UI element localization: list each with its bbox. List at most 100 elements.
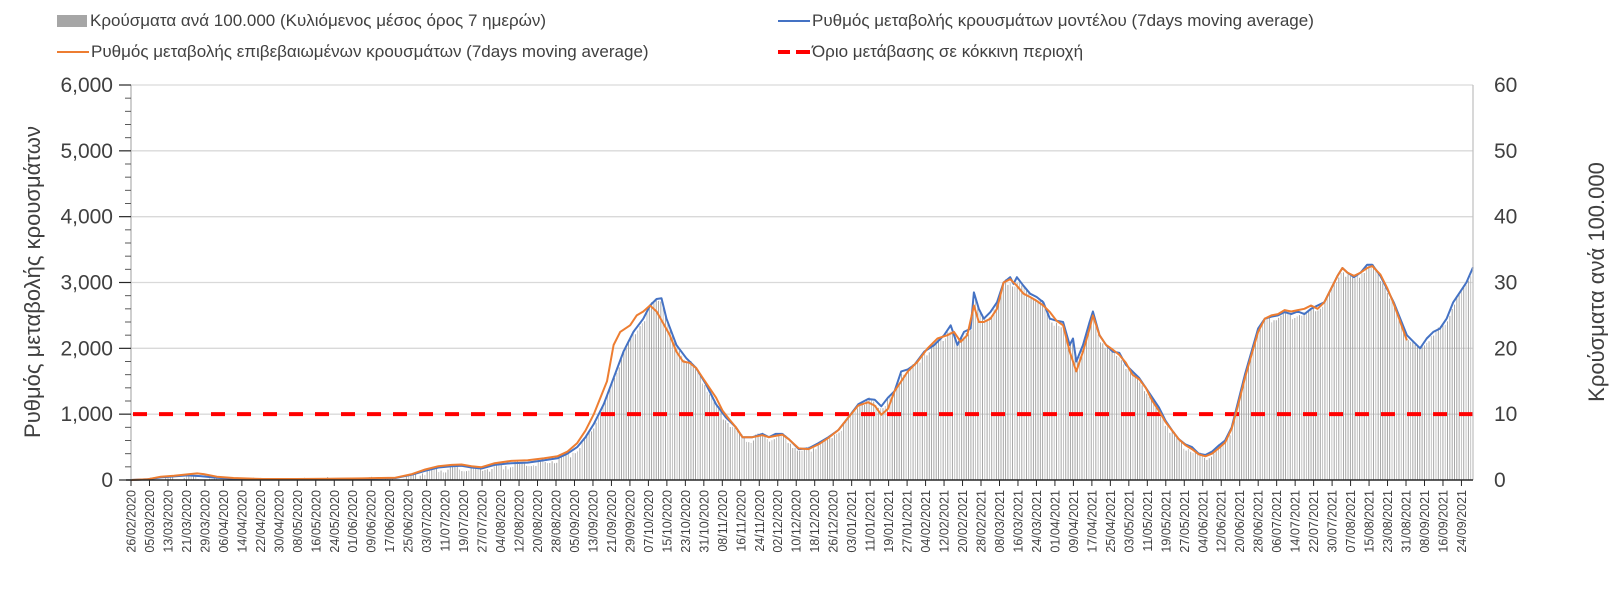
x-tick-label: 19/05/2021 [1159,490,1173,553]
x-tick-label: 31/10/2020 [697,490,711,553]
x-tick-label: 11/05/2021 [1141,490,1155,552]
y-tick-label-right: 10 [1494,403,1517,426]
legend-label-threshold: Όριο μετάβασης σε κόκκινη περιοχή [812,42,1084,61]
y-tick-label-right: 60 [1494,74,1517,97]
y-tick-label-left: 1,000 [60,403,113,426]
x-tick-label: 28/06/2021 [1252,490,1266,553]
x-tick-label: 17/04/2021 [1085,490,1099,553]
x-tick-label: 07/10/2020 [642,490,656,553]
x-tick-label: 02/12/2020 [771,490,785,553]
bars-cases-per-100k [146,263,1474,480]
x-tick-label: 20/06/2021 [1233,490,1247,553]
x-tick-label: 15/08/2021 [1363,490,1377,553]
x-tick-label: 29/09/2020 [623,490,637,553]
x-tick-label: 25/06/2020 [402,490,416,553]
x-tick-label: 24/09/2021 [1455,490,1469,553]
y-axis-left-ticks: 0 1,000 2,000 3,000 4,000 5,000 6,000 [60,74,131,492]
x-tick-label: 29/03/2020 [198,490,212,553]
legend-label-confirmed: Ρυθμός μεταβολής επιβεβαιωμένων κρουσμάτ… [91,42,649,61]
y-axis-right-ticks: 0 10 20 30 40 50 60 [1494,74,1517,492]
legend-label-cases: Κρούσματα ανά 100.000 (Κυλιόμενος μέσος … [90,11,547,30]
x-tick-label: 20/08/2020 [531,490,545,553]
orange-line-swatch-icon [57,51,89,53]
x-tick-label: 01/06/2020 [346,490,360,553]
x-tick-label: 19/07/2020 [457,490,471,553]
x-tick-label: 23/10/2020 [679,490,693,553]
x-tick-label: 01/04/2021 [1048,490,1062,553]
x-tick-label: 22/07/2021 [1307,490,1321,553]
x-tick-label: 03/01/2021 [845,490,859,553]
x-tick-label: 15/10/2020 [660,490,674,553]
x-tick-label: 03/05/2021 [1122,490,1136,553]
x-tick-label: 21/03/2020 [180,490,194,553]
legend-label-model: Ρυθμός μεταβολής κρουσμάτων μοντέλου (7d… [812,11,1314,30]
x-tick-label: 04/08/2020 [494,490,508,553]
x-tick-label: 11/07/2020 [439,490,453,552]
y-axis-right-title: Κρούσματα ανά 100.000 [1584,162,1609,402]
x-tick-label: 16/03/2021 [1011,490,1025,553]
x-tick-label: 17/06/2020 [383,490,397,553]
x-tick-label: 13/09/2020 [586,490,600,553]
x-tick-label: 04/02/2021 [919,490,933,553]
legend-item-cases: Κρούσματα ανά 100.000 (Κυλιόμενος μέσος … [57,11,546,31]
x-tick-label: 08/11/2020 [716,490,730,552]
y-tick-label-right: 0 [1494,469,1506,492]
x-tick-label: 11/01/2021 [864,490,878,552]
x-tick-label: 12/08/2020 [513,490,527,553]
x-tick-label: 27/01/2021 [901,490,915,553]
x-tick-label: 08/03/2021 [993,490,1007,553]
x-tick-label: 22/04/2020 [254,490,268,553]
x-tick-label: 07/08/2021 [1344,490,1358,553]
blue-line-swatch-icon [778,20,810,22]
x-tick-label: 03/07/2020 [420,490,434,553]
series-line [130,263,1474,481]
x-tick-label: 16/09/2021 [1436,490,1450,553]
x-tick-label: 19/01/2021 [882,490,896,553]
legend-item-threshold: Όριο μετάβασης σε κόκκινη περιοχή [778,42,1083,62]
red-dashed-swatch-icon [778,50,810,54]
x-tick-label: 27/05/2021 [1178,490,1192,553]
legend-item-model: Ρυθμός μεταβολής κρουσμάτων μοντέλου (7d… [778,11,1314,31]
x-tick-label: 26/12/2020 [827,490,841,553]
x-tick-label: 14/04/2020 [235,490,249,553]
x-tick-label: 14/07/2021 [1289,490,1303,553]
x-tick-label: 28/08/2020 [550,490,564,553]
y-tick-label-right: 50 [1494,140,1517,163]
x-tick-label: 10/12/2020 [790,490,804,553]
x-tick-label: 24/05/2020 [328,490,342,553]
x-tick-label: 06/04/2020 [217,490,231,553]
y-tick-label-right: 30 [1494,272,1517,295]
x-tick-label: 16/05/2020 [309,490,323,553]
x-tick-label: 26/02/2020 [125,490,139,553]
x-tick-label: 21/09/2020 [605,490,619,553]
x-tick-label: 09/04/2021 [1067,490,1081,553]
y-tick-label-left: 5,000 [60,140,113,163]
x-tick-label: 20/02/2021 [956,490,970,553]
x-tick-label: 12/02/2021 [938,490,952,553]
bar-swatch-icon [57,15,87,27]
x-tick-label: 23/08/2021 [1381,490,1395,553]
x-tick-label: 04/06/2021 [1196,490,1210,553]
x-tick-label: 16/11/2020 [734,490,748,552]
x-tick-label: 09/06/2020 [365,490,379,553]
y-tick-label-right: 40 [1494,206,1517,229]
x-tick-label: 25/04/2021 [1104,490,1118,553]
x-tick-label: 24/11/2020 [753,490,767,552]
x-tick-label: 12/06/2021 [1215,490,1229,553]
y-tick-label-left: 3,000 [60,272,113,295]
x-tick-label: 28/02/2021 [975,490,989,553]
x-tick-label: 08/05/2020 [291,490,305,553]
y-tick-label-left: 0 [101,469,113,492]
x-tick-label: 30/04/2020 [272,490,286,553]
y-tick-label-left: 6,000 [60,74,113,97]
y-tick-label-left: 4,000 [60,206,113,229]
y-axis-left-title: Ρυθμός μεταβολής κρουσμάτων [20,126,45,438]
x-tick-label: 05/09/2020 [568,490,582,553]
x-tick-label: 31/08/2021 [1400,490,1414,553]
y-tick-label-left: 2,000 [60,337,113,360]
x-tick-label: 05/03/2020 [143,490,157,553]
gridlines [131,84,1473,415]
x-tick-label: 06/07/2021 [1270,490,1284,553]
x-tick-label: 24/03/2021 [1030,490,1044,553]
